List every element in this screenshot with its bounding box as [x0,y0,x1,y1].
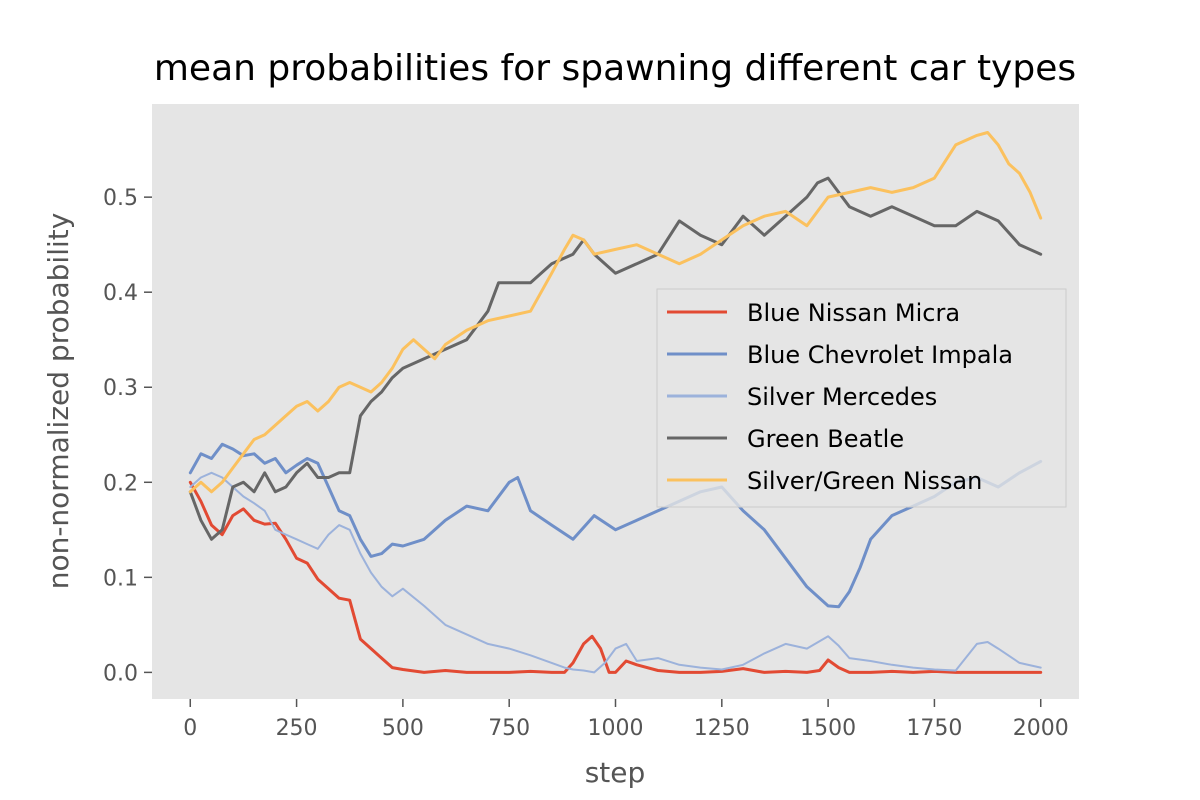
x-axis-label: step [585,756,646,789]
chart-title: mean probabilities for spawning differen… [154,48,1076,89]
x-tick-label: 250 [276,716,318,741]
y-tick-label: 0.3 [103,376,138,401]
legend-label: Blue Nissan Micra [747,299,960,327]
x-tick-label: 1250 [694,716,750,741]
y-axis-label: non-normalized probability [42,213,75,590]
series-lines [188,131,1043,674]
series-line-3 [188,176,1043,541]
legend-label: Blue Chevrolet Impala [747,341,1013,369]
y-tick-label: 0.0 [103,661,138,686]
x-tick-label: 750 [488,716,530,741]
y-tick-label: 0.5 [103,186,138,211]
legend: Blue Nissan Micra Blue Chevrolet Impala Si… [656,288,1067,508]
y-tick-label: 0.1 [103,566,138,591]
legend-label: Green Beatle [747,425,904,453]
x-tick-label: 500 [382,716,424,741]
x-tick-label: 2000 [1013,716,1069,741]
y-tick-label: 0.4 [103,281,138,306]
legend-box [656,288,1067,508]
x-tick-label: 0 [183,716,197,741]
x-tick-label: 1500 [800,716,856,741]
x-axis-ticks: 0 250 500 750 1000 1250 1500 1750 2000 [183,699,1069,741]
y-tick-label: 0.2 [103,471,138,496]
y-axis-ticks: 0.0 0.1 0.2 0.3 0.4 0.5 [103,186,152,686]
legend-label: Silver/Green Nissan [747,467,982,495]
series-line-1 [188,442,1043,609]
legend-label: Silver Mercedes [747,383,937,411]
series-line-4 [188,131,1043,494]
x-tick-label: 1000 [588,716,644,741]
x-tick-label: 1750 [906,716,962,741]
series-line-2 [189,471,1042,674]
